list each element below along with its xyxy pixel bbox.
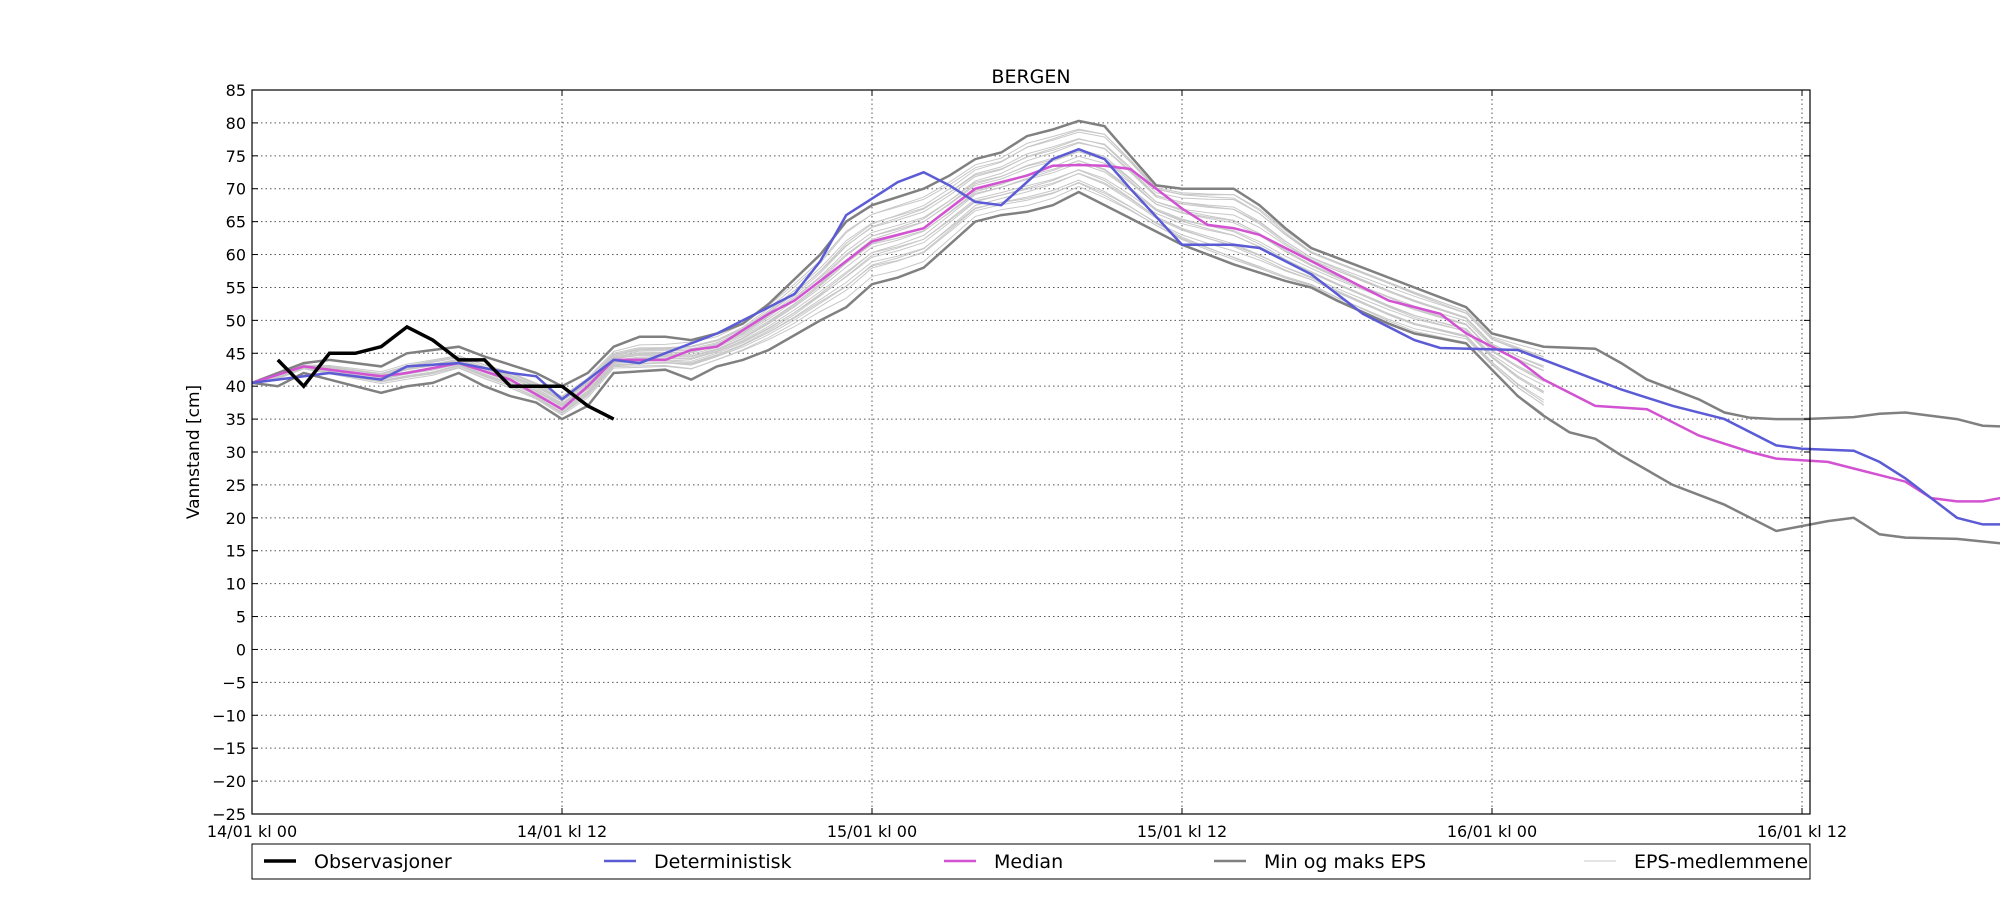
y-tick-label: 15 — [226, 542, 246, 561]
legend-label: Min og maks EPS — [1264, 851, 1426, 873]
y-axis-ticks: 8580757065605550454035302520151050−5−10−… — [212, 81, 1810, 824]
legend-label: Deterministisk — [654, 851, 792, 873]
y-tick-label: 35 — [226, 410, 246, 429]
chart-title: BERGEN — [991, 66, 1070, 88]
y-tick-label: 20 — [226, 509, 246, 528]
y-tick-label: 45 — [226, 344, 246, 363]
legend-item: Median — [944, 851, 1063, 873]
y-tick-label: −15 — [212, 739, 246, 758]
eps-member-line — [251, 182, 1544, 415]
x-tick-label: 14/01 kl 00 — [207, 822, 297, 841]
x-axis-ticks: 14/01 kl 00 14/01 kl 12 15/01 kl 00 15/01 k… — [207, 90, 1847, 841]
observations-line — [276, 324, 615, 421]
median-line — [251, 163, 2000, 503]
y-tick-label: −20 — [212, 772, 246, 791]
legend-item: Min og maks EPS — [1214, 851, 1426, 873]
deterministic-line — [251, 147, 2000, 526]
y-tick-label: −25 — [212, 805, 246, 824]
legend-label: Median — [994, 851, 1063, 873]
y-tick-label: −10 — [212, 706, 246, 725]
y-tick-label: 40 — [226, 377, 246, 396]
y-tick-label: 0 — [236, 640, 246, 659]
y-tick-label: 70 — [226, 180, 246, 199]
y-tick-label: 25 — [226, 476, 246, 495]
x-tick-label: 15/01 kl 12 — [1137, 822, 1227, 841]
y-tick-label: 5 — [236, 608, 246, 627]
legend-item: EPS-medlemmene — [1584, 851, 1808, 873]
y-tick-label: 85 — [226, 81, 246, 100]
y-tick-label: 60 — [226, 246, 246, 265]
legend-item: Observasjoner — [264, 851, 452, 873]
legend: Observasjoner Deterministisk Median Min og … — [251, 843, 1811, 880]
y-tick-label: 10 — [226, 575, 246, 594]
eps-member-line — [251, 173, 1544, 410]
x-tick-label: 14/01 kl 12 — [517, 822, 607, 841]
x-tick-label: 16/01 kl 00 — [1447, 822, 1537, 841]
y-tick-label: 30 — [226, 443, 246, 462]
x-tick-label: 16/01 kl 12 — [1757, 822, 1847, 841]
legend-item: Deterministisk — [604, 851, 792, 873]
grid — [252, 90, 1810, 814]
x-tick-label: 15/01 kl 00 — [827, 822, 917, 841]
y-tick-label: 55 — [226, 278, 246, 297]
y-axis-label: Vannstand [cm] — [184, 385, 204, 519]
y-tick-label: 80 — [226, 114, 246, 133]
y-tick-label: 50 — [226, 311, 246, 330]
y-tick-label: 65 — [226, 213, 246, 232]
y-tick-label: 75 — [226, 147, 246, 166]
legend-label: Observasjoner — [314, 851, 452, 873]
legend-label: EPS-medlemmene — [1634, 851, 1808, 873]
y-tick-label: −5 — [222, 673, 246, 692]
eps-member-line — [251, 141, 1544, 402]
eps-min-line — [251, 190, 2000, 545]
legend-frame — [251, 843, 1811, 880]
series-lines — [251, 119, 2000, 545]
